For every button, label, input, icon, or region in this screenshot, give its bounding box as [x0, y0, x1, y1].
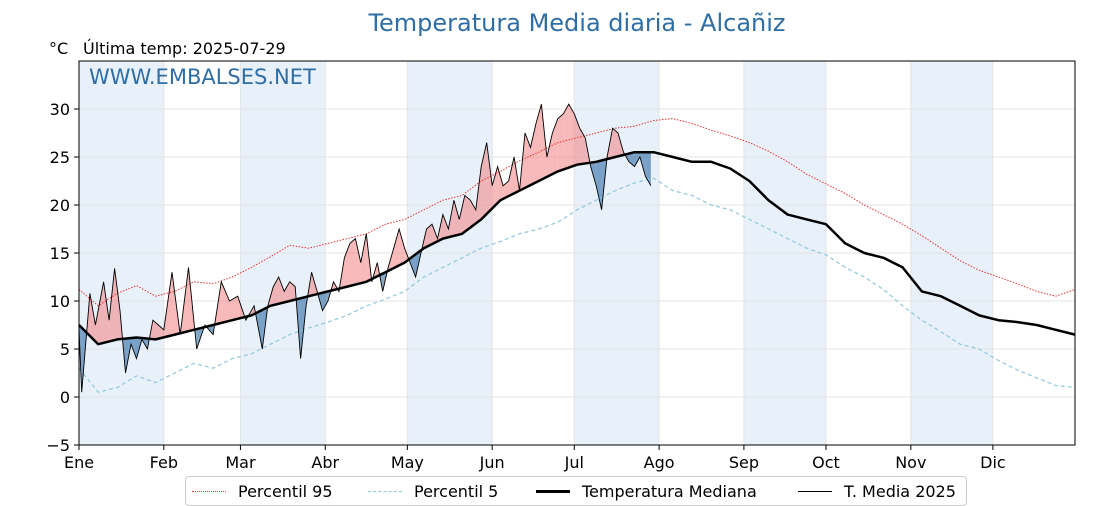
above-median-fill: [536, 104, 541, 182]
y-tick-label: 25: [50, 148, 70, 167]
above-median-fill: [221, 282, 229, 323]
chart-title: Temperatura Media diaria - Alcañiz: [367, 9, 785, 37]
above-median-fill: [558, 114, 563, 172]
above-median-fill: [394, 229, 399, 268]
x-tick-label: Jul: [564, 453, 584, 472]
y-tick-label: 10: [50, 292, 70, 311]
legend-swatch-median: [536, 490, 570, 493]
y-axis-unit-label: °C: [49, 39, 68, 58]
y-tick-label: 20: [50, 196, 70, 215]
x-tick-label: Oct: [812, 453, 840, 472]
legend-item-p95: Percentil 95: [192, 481, 333, 501]
legend-swatch-p5: [368, 491, 402, 492]
legend-label-median: Temperatura Mediana: [582, 482, 757, 501]
x-tick-label: Sep: [729, 453, 759, 472]
above-median-fill: [350, 239, 355, 286]
above-median-fill: [563, 104, 568, 169]
watermark-text: WWW.EMBALSES.NET: [89, 65, 316, 89]
legend-label-p95: Percentil 95: [238, 482, 333, 501]
legend-item-2025: T. Media 2025: [798, 481, 956, 501]
x-axis-ticks: Ene Feb Mar Abr May Jun Jul Ago Sep Oct Nov Dic: [64, 445, 1006, 472]
x-tick-label: Feb: [150, 453, 178, 472]
above-median-fill: [465, 195, 470, 231]
y-tick-label: 5: [60, 340, 70, 359]
x-tick-label: Abr: [311, 453, 339, 472]
x-tick-label: Ago: [644, 453, 675, 472]
x-tick-label: Nov: [895, 453, 926, 472]
legend-item-p5: Percentil 5: [368, 481, 498, 501]
legend-label-p5: Percentil 5: [414, 482, 498, 501]
x-tick-label: Mar: [225, 453, 256, 472]
y-tick-label: 0: [60, 388, 70, 407]
y-tick-label: 30: [50, 100, 70, 119]
above-median-fill: [569, 104, 574, 167]
legend-swatch-2025: [798, 491, 832, 492]
legend-label-2025: T. Media 2025: [844, 482, 956, 501]
chart-legend: Percentil 95 Percentil 5 Temperatura Med…: [185, 476, 967, 506]
x-tick-label: May: [391, 453, 424, 472]
x-tick-label: Jun: [479, 453, 505, 472]
last-temperature-date: Última temp: 2025-07-29: [83, 39, 286, 58]
x-tick-label: Dic: [980, 453, 1006, 472]
above-median-fill: [399, 229, 404, 265]
legend-item-median: Temperatura Mediana: [536, 481, 757, 501]
x-tick-label: Ene: [64, 453, 94, 472]
y-tick-label: 15: [50, 244, 70, 263]
legend-swatch-p95: [192, 491, 226, 492]
above-median-fill: [355, 239, 360, 285]
